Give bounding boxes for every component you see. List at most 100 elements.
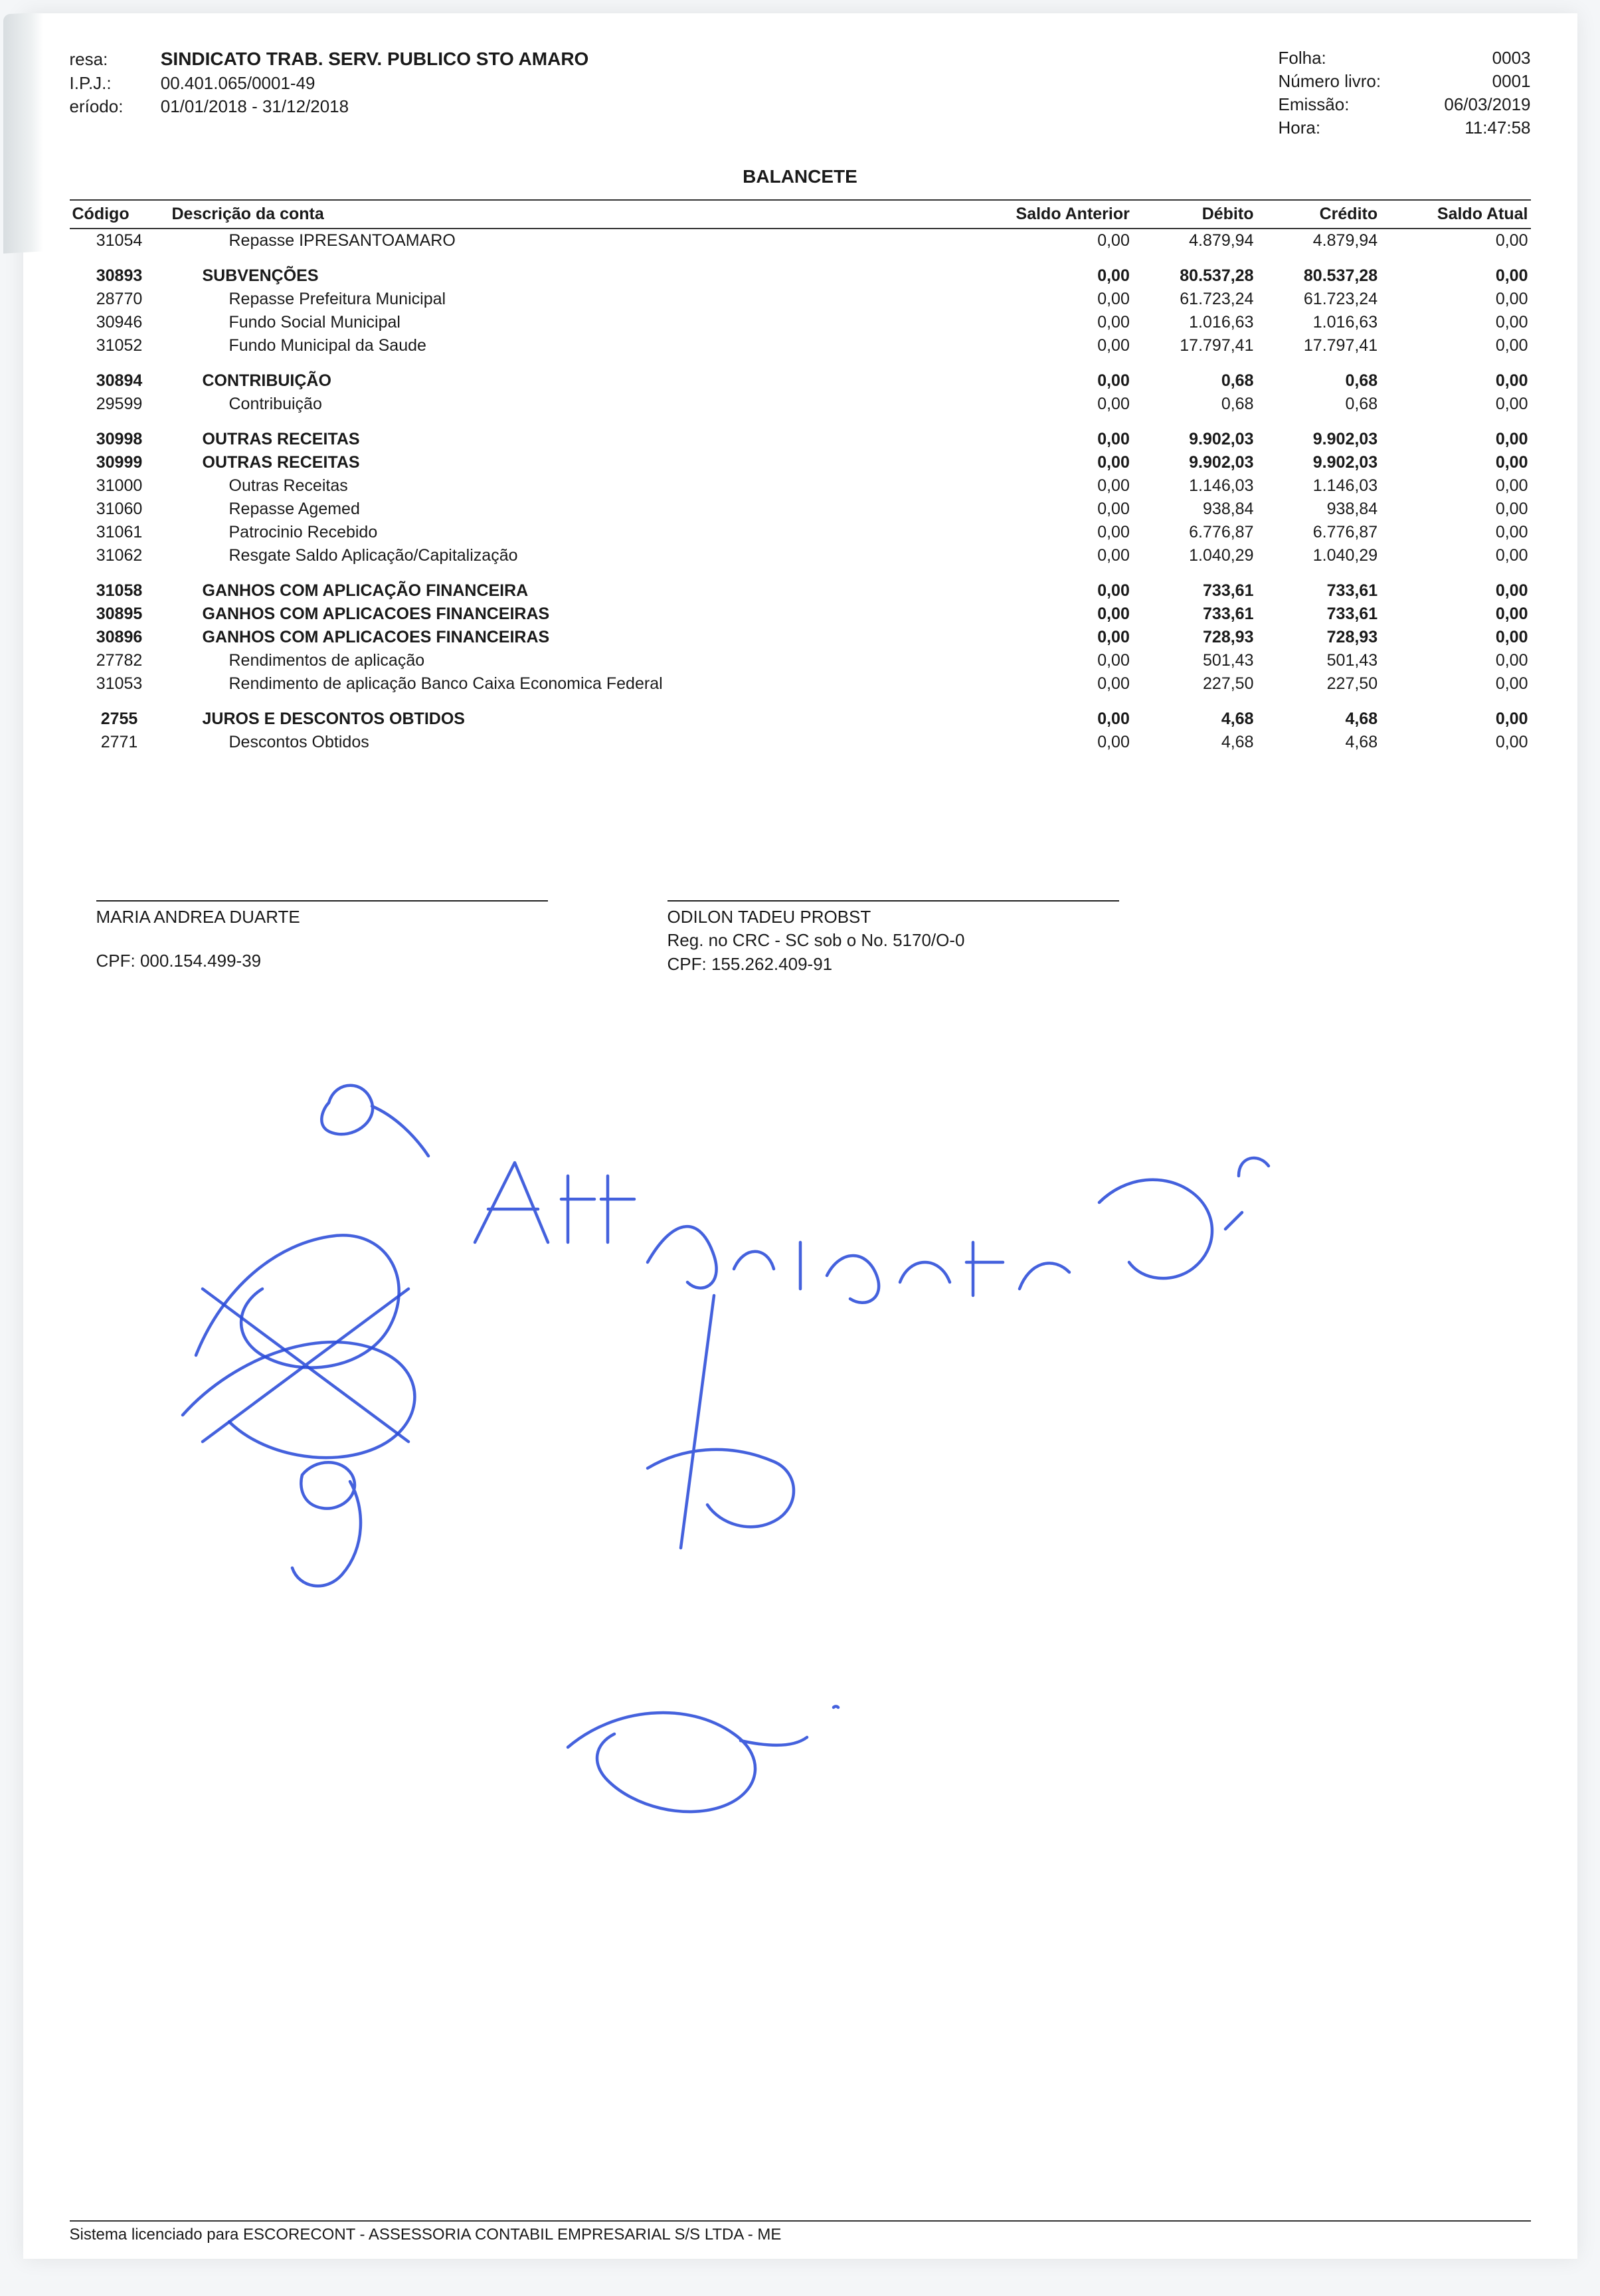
cell-debito: 1.016,63 bbox=[1132, 311, 1257, 334]
cell-saldo-atual: 0,00 bbox=[1380, 649, 1530, 672]
cell-debito: 728,93 bbox=[1132, 626, 1257, 649]
cell-desc: Outras Receitas bbox=[169, 474, 946, 498]
cell-desc: CONTRIBUIÇÃO bbox=[169, 369, 946, 393]
hora-label: Hora: bbox=[1279, 116, 1321, 140]
table-row bbox=[70, 357, 1531, 369]
cell-saldo-atual: 0,00 bbox=[1380, 288, 1530, 311]
cell-desc: Fundo Social Municipal bbox=[169, 311, 946, 334]
cell-debito: 1.040,29 bbox=[1132, 544, 1257, 567]
cell-desc: Patrocinio Recebido bbox=[169, 521, 946, 544]
table-row: 31052Fundo Municipal da Saude0,0017.797,… bbox=[70, 334, 1531, 357]
cell-debito: 938,84 bbox=[1132, 498, 1257, 521]
cell-codigo: 31053 bbox=[70, 672, 169, 696]
col-debito: Débito bbox=[1132, 200, 1257, 229]
cell-saldo-atual: 0,00 bbox=[1380, 521, 1530, 544]
cell-credito: 1.016,63 bbox=[1256, 311, 1380, 334]
cell-saldo-atual: 0,00 bbox=[1380, 474, 1530, 498]
cell-saldo-anterior: 0,00 bbox=[946, 579, 1132, 603]
table-row bbox=[70, 252, 1531, 264]
cell-saldo-anterior: 0,00 bbox=[946, 649, 1132, 672]
cell-credito: 0,68 bbox=[1256, 369, 1380, 393]
cell-credito: 733,61 bbox=[1256, 579, 1380, 603]
cell-desc: Repasse Prefeitura Municipal bbox=[169, 288, 946, 311]
cell-desc: Fundo Municipal da Saude bbox=[169, 334, 946, 357]
table-row: 31058GANHOS COM APLICAÇÃO FINANCEIRA0,00… bbox=[70, 579, 1531, 603]
cell-saldo-anterior: 0,00 bbox=[946, 474, 1132, 498]
cell-saldo-anterior: 0,00 bbox=[946, 451, 1132, 474]
handwritten-signatures bbox=[103, 1043, 1365, 1907]
cell-debito: 733,61 bbox=[1132, 603, 1257, 626]
cell-codigo: 2755 bbox=[70, 708, 169, 731]
table-row: 29599Contribuição0,000,680,680,00 bbox=[70, 393, 1531, 416]
cell-saldo-anterior: 0,00 bbox=[946, 311, 1132, 334]
col-credito: Crédito bbox=[1256, 200, 1380, 229]
table-row: 31000Outras Receitas0,001.146,031.146,03… bbox=[70, 474, 1531, 498]
cell-saldo-anterior: 0,00 bbox=[946, 264, 1132, 288]
cell-codigo: 28770 bbox=[70, 288, 169, 311]
cell-saldo-anterior: 0,00 bbox=[946, 603, 1132, 626]
header-row: resa: SINDICATO TRAB. SERV. PUBLICO STO … bbox=[70, 47, 1531, 140]
col-saldo-atual: Saldo Atual bbox=[1380, 200, 1530, 229]
cell-debito: 61.723,24 bbox=[1132, 288, 1257, 311]
cell-desc: GANHOS COM APLICACOES FINANCEIRAS bbox=[169, 626, 946, 649]
table-header-row: Código Descrição da conta Saldo Anterior… bbox=[70, 200, 1531, 229]
cell-desc: Rendimento de aplicação Banco Caixa Econ… bbox=[169, 672, 946, 696]
cell-debito: 9.902,03 bbox=[1132, 451, 1257, 474]
table-row bbox=[70, 696, 1531, 708]
table-row: 30896GANHOS COM APLICACOES FINANCEIRAS0,… bbox=[70, 626, 1531, 649]
cell-codigo: 30946 bbox=[70, 311, 169, 334]
cell-saldo-anterior: 0,00 bbox=[946, 521, 1132, 544]
numero-livro-value: 0001 bbox=[1492, 70, 1531, 93]
cell-debito: 501,43 bbox=[1132, 649, 1257, 672]
table-row: 2771Descontos Obtidos0,004,684,680,00 bbox=[70, 731, 1531, 754]
signature-area: MARIA ANDREA DUARTE CPF: 000.154.499-39 … bbox=[70, 900, 1531, 975]
cell-credito: 1.146,03 bbox=[1256, 474, 1380, 498]
cell-saldo-anterior: 0,00 bbox=[946, 626, 1132, 649]
cell-debito: 227,50 bbox=[1132, 672, 1257, 696]
cell-saldo-atual: 0,00 bbox=[1380, 428, 1530, 451]
cell-codigo: 31000 bbox=[70, 474, 169, 498]
cell-credito: 80.537,28 bbox=[1256, 264, 1380, 288]
cell-codigo: 29599 bbox=[70, 393, 169, 416]
cell-desc: SUBVENÇÕES bbox=[169, 264, 946, 288]
cell-saldo-anterior: 0,00 bbox=[946, 334, 1132, 357]
cell-debito: 4,68 bbox=[1132, 708, 1257, 731]
cell-credito: 6.776,87 bbox=[1256, 521, 1380, 544]
table-row: 31061Patrocinio Recebido0,006.776,876.77… bbox=[70, 521, 1531, 544]
empresa-label: resa: bbox=[70, 48, 156, 71]
cell-desc: OUTRAS RECEITAS bbox=[169, 428, 946, 451]
signature-right: ODILON TADEU PROBST Reg. no CRC - SC sob… bbox=[667, 900, 1119, 975]
cell-codigo: 31052 bbox=[70, 334, 169, 357]
cnpj-label: I.P.J.: bbox=[70, 72, 156, 95]
cell-debito: 4,68 bbox=[1132, 731, 1257, 754]
cell-saldo-atual: 0,00 bbox=[1380, 369, 1530, 393]
cell-debito: 6.776,87 bbox=[1132, 521, 1257, 544]
cell-desc: Repasse IPRESANTOAMARO bbox=[169, 229, 946, 252]
cell-debito: 80.537,28 bbox=[1132, 264, 1257, 288]
cell-credito: 733,61 bbox=[1256, 603, 1380, 626]
table-row: 30998OUTRAS RECEITAS0,009.902,039.902,03… bbox=[70, 428, 1531, 451]
cell-credito: 501,43 bbox=[1256, 649, 1380, 672]
cell-saldo-atual: 0,00 bbox=[1380, 603, 1530, 626]
cell-credito: 1.040,29 bbox=[1256, 544, 1380, 567]
cell-debito: 0,68 bbox=[1132, 369, 1257, 393]
cell-desc: GANHOS COM APLICAÇÃO FINANCEIRA bbox=[169, 579, 946, 603]
table-row: 31060Repasse Agemed0,00938,84938,840,00 bbox=[70, 498, 1531, 521]
table-row: 30893SUBVENÇÕES0,0080.537,2880.537,280,0… bbox=[70, 264, 1531, 288]
cell-codigo: 27782 bbox=[70, 649, 169, 672]
col-descricao: Descrição da conta bbox=[169, 200, 946, 229]
cell-saldo-anterior: 0,00 bbox=[946, 288, 1132, 311]
cell-saldo-atual: 0,00 bbox=[1380, 264, 1530, 288]
table-row: 2755JUROS E DESCONTOS OBTIDOS0,004,684,6… bbox=[70, 708, 1531, 731]
header-right: Folha:0003 Número livro:0001 Emissão:06/… bbox=[1279, 47, 1531, 140]
cell-credito: 4,68 bbox=[1256, 708, 1380, 731]
cell-debito: 4.879,94 bbox=[1132, 229, 1257, 252]
cell-codigo: 30999 bbox=[70, 451, 169, 474]
cell-saldo-anterior: 0,00 bbox=[946, 731, 1132, 754]
cell-credito: 728,93 bbox=[1256, 626, 1380, 649]
numero-livro-label: Número livro: bbox=[1279, 70, 1381, 93]
cell-credito: 4,68 bbox=[1256, 731, 1380, 754]
sig-right-name: ODILON TADEU PROBST bbox=[667, 906, 1119, 929]
cell-saldo-atual: 0,00 bbox=[1380, 544, 1530, 567]
cell-codigo: 31062 bbox=[70, 544, 169, 567]
